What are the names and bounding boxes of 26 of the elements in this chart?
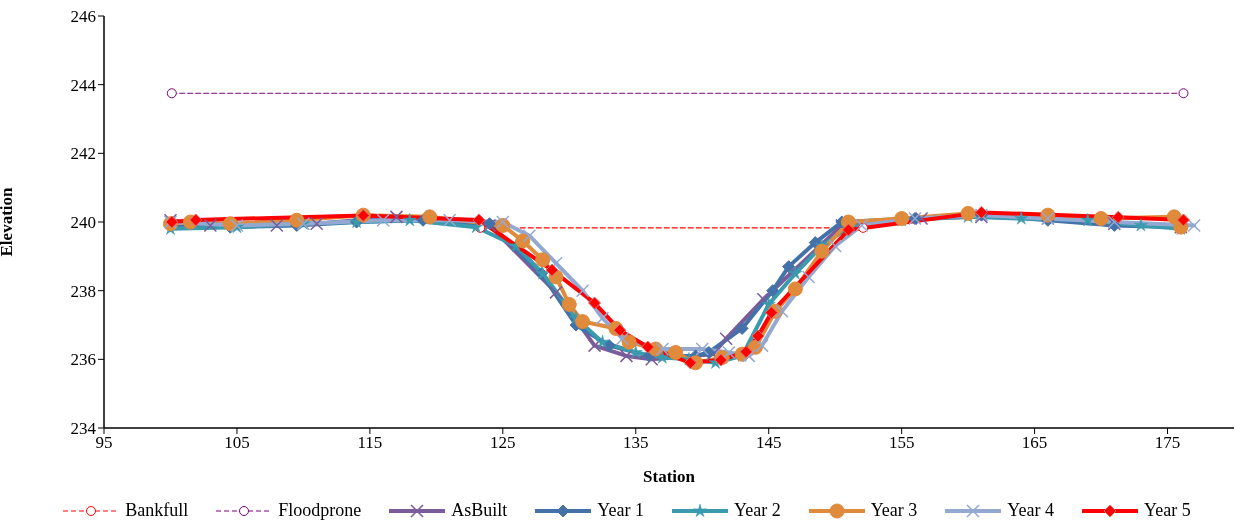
x-tick-label: 145	[755, 433, 782, 453]
legend-label: Year 5	[1144, 500, 1191, 521]
x-tick-label: 95	[95, 433, 113, 453]
legend-label: Year 1	[597, 500, 644, 521]
x-tick-label: 155	[888, 433, 915, 453]
x-tick-label: 135	[623, 433, 649, 453]
y-axis-title: Elevation	[0, 186, 17, 257]
y-tick-label: 236	[70, 350, 96, 370]
y-tick-label: 234	[70, 419, 97, 439]
legend-label: Year 4	[1007, 500, 1055, 521]
legend-label: AsBuilt	[451, 500, 508, 521]
legend-label: Year 3	[870, 500, 918, 521]
y-tick-label: 246	[70, 7, 96, 27]
legend-label: Year 2	[734, 500, 781, 521]
x-tick-label: 165	[1021, 433, 1048, 453]
x-tick-label: 125	[490, 433, 516, 453]
y-tick-label: 242	[70, 144, 96, 164]
legend-label: Bankfull	[125, 500, 189, 521]
x-tick-label: 105	[224, 433, 250, 453]
x-axis-title: Station	[643, 467, 696, 486]
legend-label: Floodprone	[278, 500, 362, 521]
y-tick-label: 238	[70, 281, 96, 301]
y-tick-label: 240	[70, 213, 96, 233]
x-tick-label: 175	[1154, 433, 1181, 453]
x-tick-label: 115	[357, 433, 383, 453]
y-tick-label: 244	[70, 75, 97, 95]
